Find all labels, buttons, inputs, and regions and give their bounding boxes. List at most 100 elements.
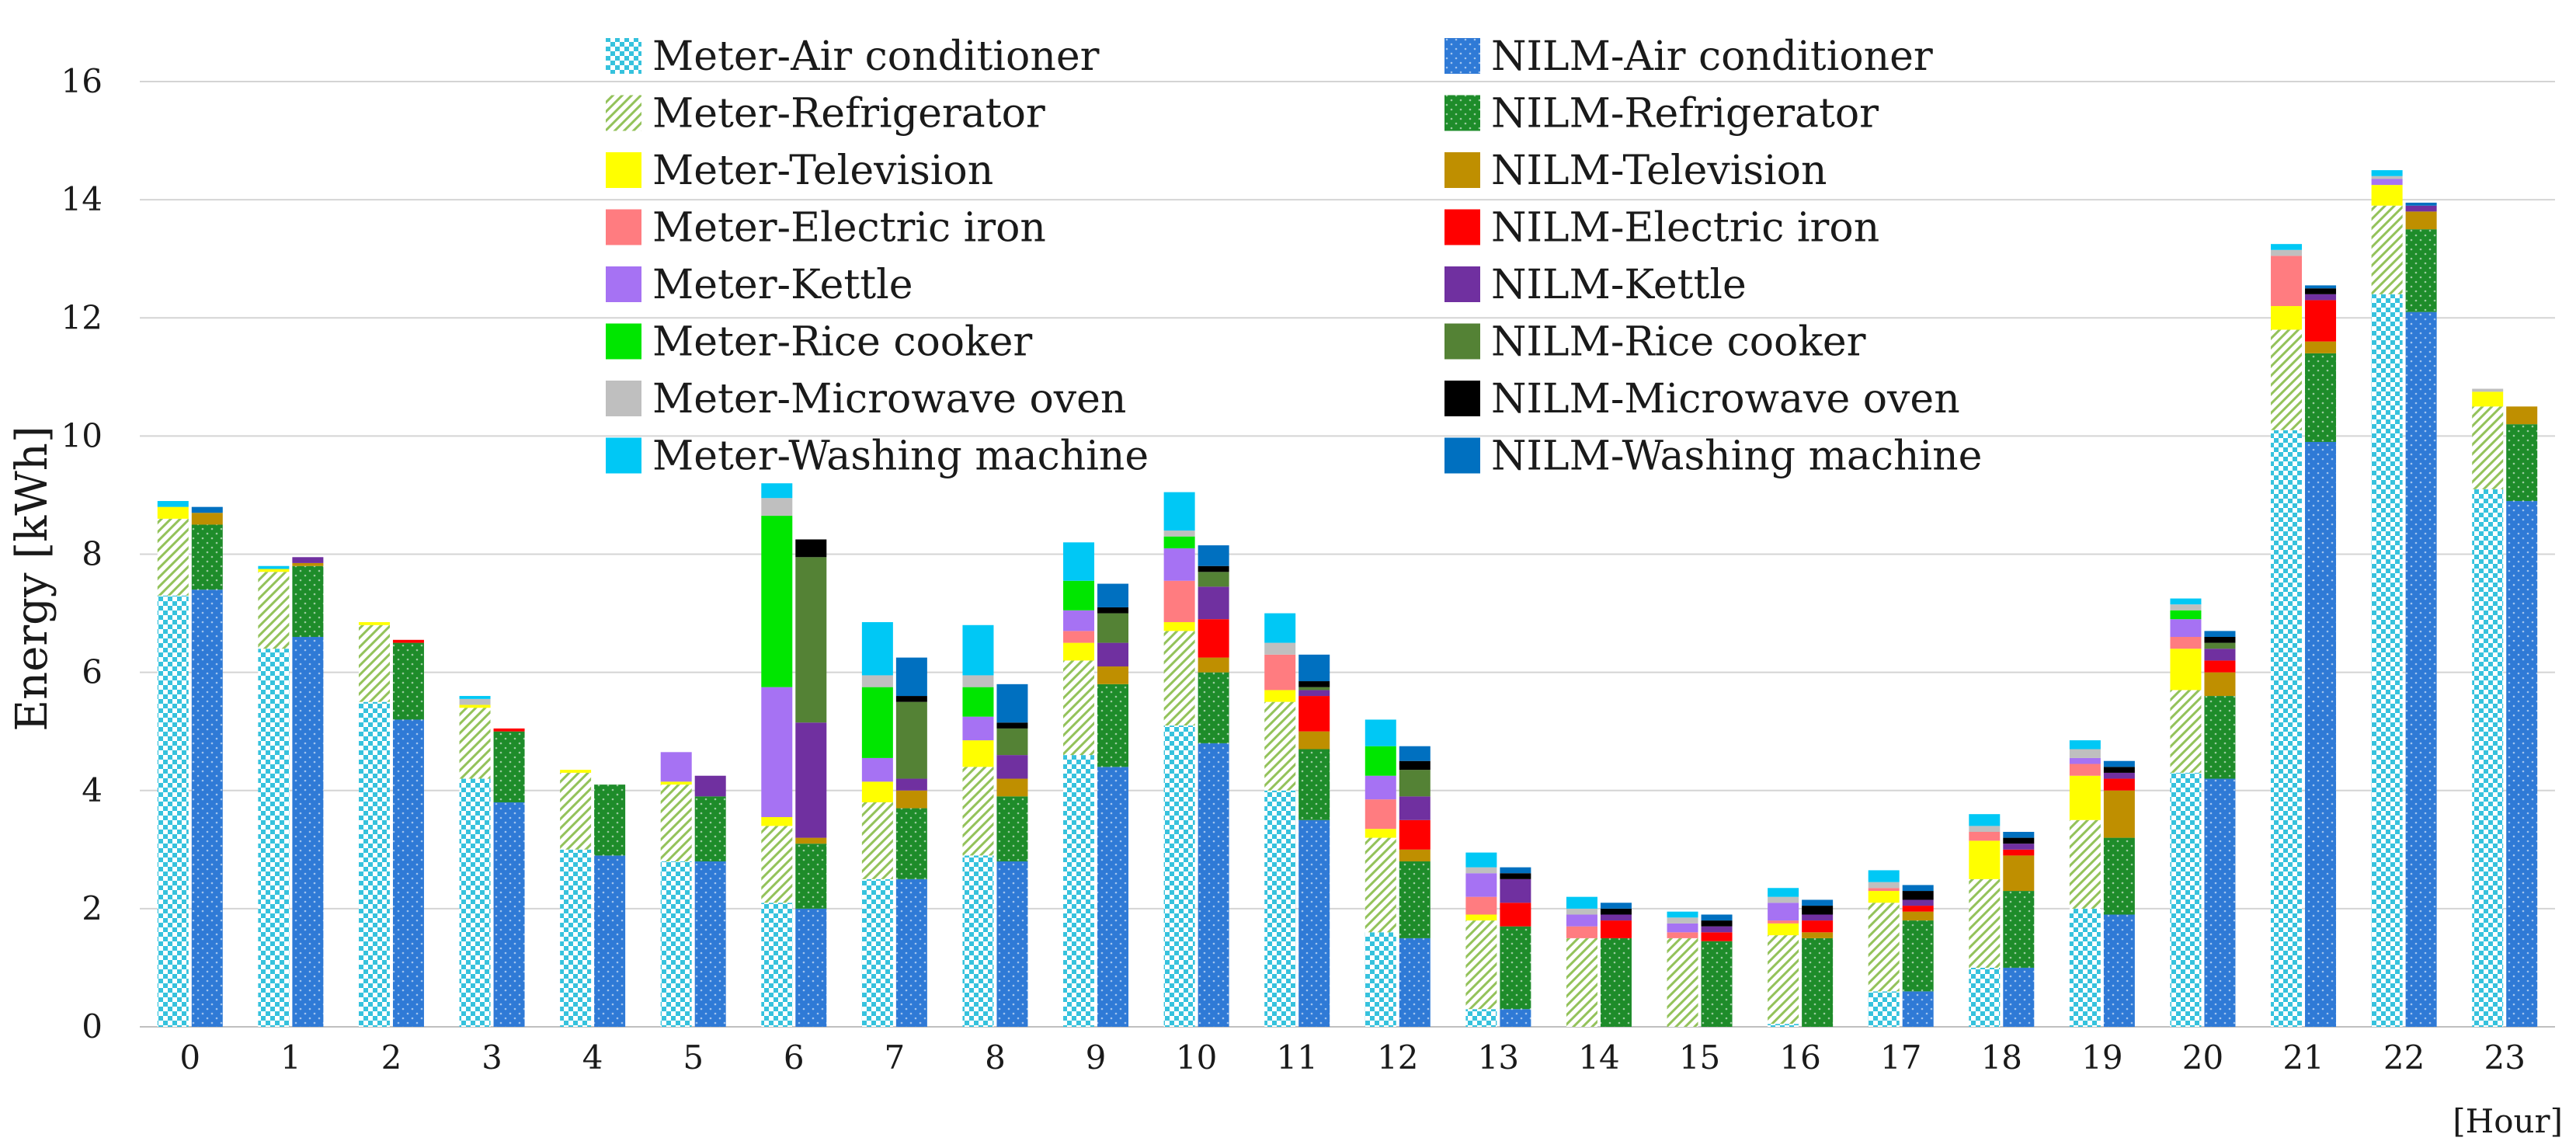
- bar-segment-nilm-microwave-oven: [2305, 288, 2337, 294]
- bar-segment-meter-television: [761, 816, 793, 826]
- bar-segment-nilm-kettle: [1902, 899, 1934, 906]
- bar-segment-meter-microwave-oven: [1264, 642, 1296, 655]
- bar-segment-meter-television: [459, 704, 491, 708]
- bar-segment-nilm-washing-machine: [191, 506, 223, 513]
- bar-segment-meter-kettle: [2371, 179, 2403, 186]
- x-tick-label: 22: [2383, 1038, 2425, 1077]
- bar-segment-nilm-refrigerator: [594, 784, 626, 856]
- bar-segment-nilm-refrigerator: [2506, 424, 2538, 502]
- x-axis-title: [Hour]: [2453, 1102, 2563, 1140]
- bar-segment-nilm-air-conditioner: [2405, 311, 2437, 1027]
- bar-segment-nilm-air-conditioner: [1298, 819, 1330, 1027]
- bar-segment-nilm-television: [895, 790, 927, 809]
- legend-item-nilm-television: NILM-Television: [1444, 148, 1827, 194]
- bar-segment-meter-microwave-oven: [1969, 826, 2001, 832]
- bar-segment-nilm-washing-machine: [1802, 899, 1834, 906]
- bar-segment-nilm-television: [2405, 211, 2437, 230]
- bar-segment-meter-television: [1063, 642, 1095, 661]
- bar-segment-meter-electric-iron: [2170, 636, 2202, 649]
- bar-segment-meter-microwave-oven: [861, 675, 893, 687]
- y-tick-label: 4: [82, 771, 103, 809]
- bar-segment-nilm-refrigerator: [1802, 937, 1834, 1027]
- bar-segment-meter-refrigerator: [962, 767, 994, 856]
- bar-segment-nilm-kettle: [2204, 649, 2236, 661]
- legend-label: Meter-Refrigerator: [652, 91, 1045, 137]
- bar-segment-meter-air-conditioner: [1264, 790, 1296, 1027]
- legend-item-meter-kettle: Meter-Kettle: [606, 262, 913, 308]
- x-tick-label: 4: [582, 1038, 603, 1077]
- bar-segment-nilm-washing-machine: [1298, 654, 1330, 682]
- bar-segment-meter-air-conditioner: [358, 701, 390, 1027]
- bar-segment-meter-television: [962, 740, 994, 767]
- bar-segment-meter-microwave-oven: [2170, 604, 2202, 611]
- bar-segment-meter-television: [258, 569, 290, 572]
- bar-segment-nilm-electric-iron: [1701, 932, 1733, 941]
- bar-segment-nilm-kettle: [1600, 914, 1632, 921]
- x-tick-label: 1: [280, 1038, 301, 1077]
- legend-swatch: [1444, 152, 1480, 188]
- bar-segment-meter-television: [2371, 185, 2403, 206]
- bar-segment-meter-rice-cooker: [1364, 746, 1396, 776]
- bar-segment-nilm-kettle: [895, 778, 927, 791]
- bar-segment-meter-refrigerator: [1667, 937, 1698, 1027]
- legend-swatch: [1444, 381, 1480, 416]
- bar-segment-meter-washing-machine: [2371, 170, 2403, 176]
- bar-segment-nilm-kettle: [2405, 205, 2437, 212]
- bar-segment-nilm-washing-machine: [1902, 885, 1934, 892]
- bar-segment-nilm-television: [2305, 341, 2337, 353]
- bar-segment-meter-refrigerator: [1063, 660, 1095, 756]
- bar-segment-meter-air-conditioner: [157, 595, 189, 1027]
- bar-segment-meter-electric-iron: [1868, 888, 1900, 892]
- bar-segment-nilm-air-conditioner: [2103, 914, 2135, 1027]
- bar-segment-meter-television: [861, 781, 893, 802]
- bar-segment-meter-television: [1768, 923, 1799, 936]
- bar-segment-nilm-washing-machine: [2003, 831, 2035, 838]
- bar-segment-meter-refrigerator: [2271, 329, 2303, 430]
- bar-segment-nilm-kettle: [1097, 642, 1129, 667]
- bar-segment-meter-electric-iron: [1465, 896, 1497, 915]
- bar-segment-meter-air-conditioner: [560, 849, 592, 1027]
- bars: [157, 170, 2538, 1027]
- legend-item-nilm-electric-iron: NILM-Electric iron: [1444, 205, 1879, 252]
- bar-segment-nilm-refrigerator: [1701, 941, 1733, 1027]
- bar-segment-nilm-television: [2103, 790, 2135, 838]
- bar-segment-meter-electric-iron: [2069, 764, 2101, 776]
- legend-item-meter-rice-cooker: Meter-Rice cooker: [606, 319, 1032, 366]
- y-tick-label: 8: [82, 535, 103, 573]
- bar-segment-meter-kettle: [1566, 914, 1597, 927]
- bar-segment-nilm-refrigerator: [2204, 696, 2236, 779]
- bar-segment-meter-washing-machine: [962, 624, 994, 676]
- bar-segment-nilm-electric-iron: [1500, 903, 1531, 927]
- bar-segment-meter-kettle: [1465, 873, 1497, 897]
- bar-segment-nilm-microwave-oven: [2204, 636, 2236, 643]
- bar-segment-meter-electric-iron: [1566, 926, 1597, 938]
- bar-segment-nilm-kettle: [2003, 844, 2035, 850]
- bar-segment-meter-kettle: [861, 757, 893, 782]
- bar-segment-meter-television: [2271, 306, 2303, 330]
- bar-segment-nilm-electric-iron: [1399, 819, 1431, 850]
- legend-item-nilm-rice-cooker: NILM-Rice cooker: [1444, 319, 1866, 366]
- bar-segment-nilm-kettle: [996, 755, 1028, 779]
- legend-swatch: [1444, 266, 1480, 302]
- bar-segment-nilm-television: [2003, 855, 2035, 892]
- bar-segment-nilm-air-conditioner: [2204, 778, 2236, 1027]
- bar-segment-meter-television: [660, 781, 692, 785]
- bar-segment-nilm-refrigerator: [1902, 920, 1934, 992]
- bar-segment-nilm-microwave-oven: [996, 722, 1028, 729]
- legend-item-nilm-refrigerator: NILM-Refrigerator: [1444, 91, 1879, 137]
- bar-segment-nilm-microwave-oven: [2003, 837, 2035, 844]
- bar-segment-nilm-electric-iron: [2204, 660, 2236, 673]
- bar-segment-nilm-television: [191, 513, 223, 525]
- bar-segment-meter-refrigerator: [358, 624, 390, 702]
- bar-segment-meter-electric-iron: [1264, 654, 1296, 691]
- x-tick-label: 3: [481, 1038, 502, 1077]
- bar-segment-meter-refrigerator: [2170, 690, 2202, 773]
- bar-segment-nilm-air-conditioner: [594, 855, 626, 1027]
- bar-segment-meter-refrigerator: [2069, 819, 2101, 909]
- legend: Meter-Air conditioner Meter-Refrigerator M…: [606, 33, 1982, 480]
- bar-segment-meter-refrigerator: [157, 518, 189, 596]
- bar-segment-meter-washing-machine: [1364, 719, 1396, 746]
- bar-segment-nilm-microwave-oven: [1701, 920, 1733, 927]
- y-tick-label: 16: [61, 62, 103, 100]
- legend-label: NILM-Refrigerator: [1491, 91, 1879, 137]
